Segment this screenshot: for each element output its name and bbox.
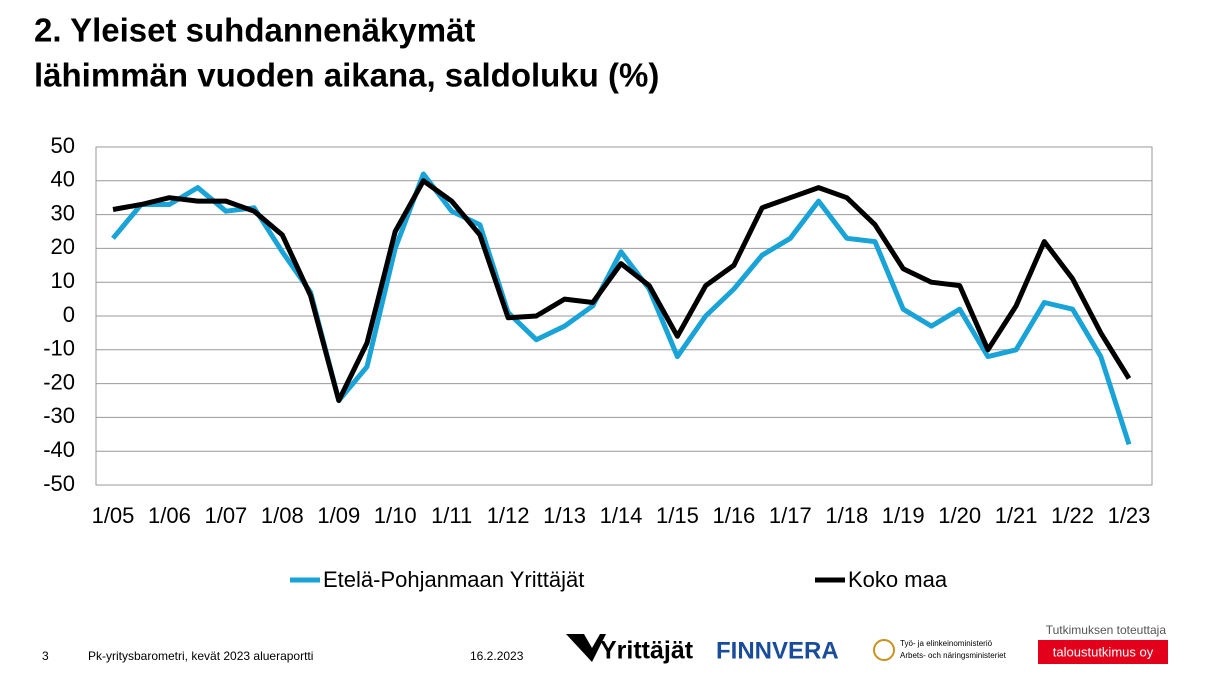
y-tick-label: 10 <box>51 268 75 293</box>
logo: Yrittäjät <box>600 637 694 665</box>
x-tick-label: 1/17 <box>769 503 812 528</box>
y-tick-label: 40 <box>51 167 75 192</box>
x-tick-label: 1/13 <box>543 503 586 528</box>
data-line <box>112 178 1132 403</box>
x-tick-label: 1/15 <box>656 503 699 528</box>
x-tick-label: 1/11 <box>431 503 472 528</box>
producer-box <box>1038 640 1168 664</box>
x-tick-label: 1/23 <box>1108 503 1151 528</box>
legend-label: Koko maa <box>848 567 948 592</box>
x-tick-label: 1/06 <box>148 503 191 528</box>
legend-label: Etelä-Pohjanmaan Yrittäjät <box>323 567 584 592</box>
data-line <box>111 171 1132 446</box>
logo: Työ- ja elinkeinoministeriö <box>900 639 993 648</box>
page-number: 3 <box>42 649 49 663</box>
logo-icon <box>873 639 895 661</box>
x-tick-label: 1/21 <box>995 503 1038 528</box>
x-tick-label: 1/08 <box>261 503 304 528</box>
date: 16.2.2023 <box>470 649 524 663</box>
y-tick-label: -50 <box>43 471 75 496</box>
producer-label: Tutkimuksen toteuttaja <box>1046 623 1167 637</box>
x-tick-label: 1/10 <box>374 503 417 528</box>
x-tick-label: 1/16 <box>712 503 755 528</box>
report-name: Pk-yritysbarometri, kevät 2023 aluerapor… <box>88 649 313 663</box>
y-tick-label: 0 <box>63 302 75 327</box>
x-tick-label: 1/19 <box>882 503 925 528</box>
y-tick-label: -40 <box>43 437 75 462</box>
x-tick-label: 1/20 <box>938 503 981 528</box>
x-tick-label: 1/12 <box>487 503 530 528</box>
x-tick-label: 1/09 <box>317 503 360 528</box>
y-tick-label: 20 <box>51 234 75 259</box>
y-tick-label: -10 <box>43 336 75 361</box>
y-tick-label: -30 <box>43 403 75 428</box>
producer: taloustutkimus oy <box>1053 644 1154 659</box>
logo-icon <box>566 634 606 662</box>
title-line: 2. Yleiset suhdannenäkymät <box>34 12 475 49</box>
title-line: lähimmän vuoden aikana, saldoluku (%) <box>34 57 659 94</box>
y-tick-label: 30 <box>51 200 75 225</box>
x-tick-label: 1/22 <box>1051 503 1094 528</box>
x-tick-label: 1/07 <box>204 503 247 528</box>
y-tick-label: -20 <box>43 369 75 394</box>
x-tick-label: 1/05 <box>92 503 135 528</box>
x-tick-label: 1/14 <box>600 503 643 528</box>
y-tick-label: 50 <box>51 133 75 158</box>
logo: FINNVERA <box>716 637 839 664</box>
x-tick-label: 1/18 <box>825 503 868 528</box>
logo: Arbets- och näringsministeriet <box>900 651 1007 660</box>
